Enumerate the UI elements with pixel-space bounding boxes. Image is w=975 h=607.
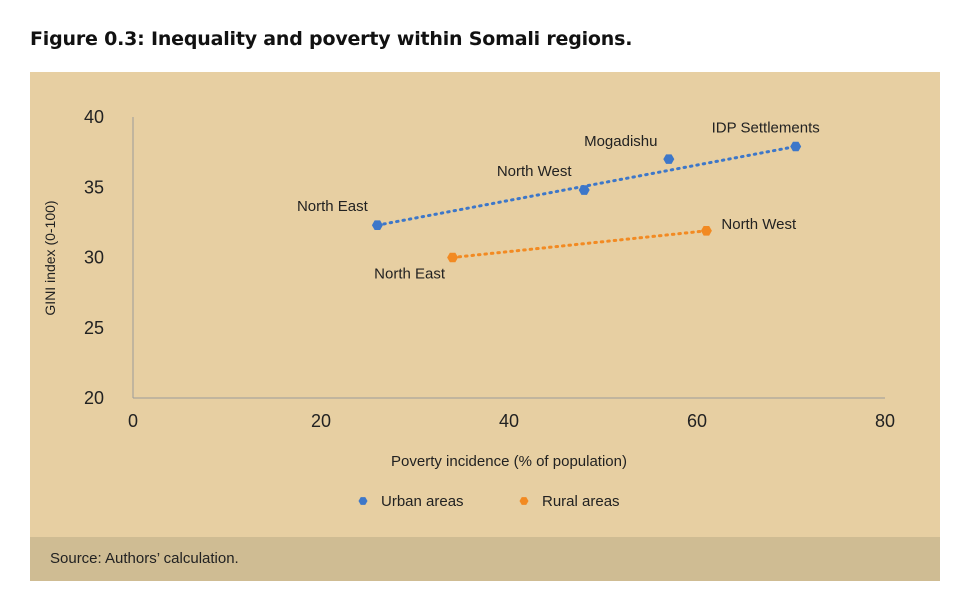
- legend-label: Rural areas: [542, 493, 620, 510]
- x-tick-label: 60: [687, 411, 707, 431]
- legend-marker: [358, 497, 368, 505]
- source-text: Source: Authors’ calculation.: [50, 550, 239, 567]
- legend-marker: [519, 497, 529, 505]
- trendline: [451, 229, 708, 259]
- y-tick-label: 20: [84, 388, 104, 408]
- x-tick-label: 0: [128, 411, 138, 431]
- data-point: [371, 220, 383, 230]
- y-tick-label: 25: [84, 318, 104, 338]
- y-tick-label: 35: [84, 177, 104, 197]
- source-bar: Source: Authors’ calculation.: [30, 537, 940, 581]
- y-tick-label: 40: [84, 107, 104, 127]
- data-point: [790, 141, 802, 152]
- x-tick-label: 80: [875, 411, 895, 431]
- axes: [132, 117, 885, 399]
- data-point: [578, 185, 590, 195]
- point-label: Mogadishu: [584, 133, 657, 150]
- data-points: [371, 141, 802, 263]
- x-tick-label: 20: [311, 411, 331, 431]
- y-tick-label: 30: [84, 248, 104, 268]
- point-label: North East: [374, 266, 446, 283]
- chart-panel: [30, 72, 940, 537]
- x-tick-labels: 0 20 40 60 80: [128, 411, 895, 431]
- x-axis-label: Poverty incidence (% of population): [391, 453, 627, 470]
- legend: Urban areas Rural areas: [358, 493, 620, 510]
- trendline: [375, 145, 798, 227]
- point-label: IDP Settlements: [712, 120, 820, 137]
- y-tick-labels: 20 25 30 35 40: [84, 107, 104, 408]
- point-label: North East: [297, 198, 369, 215]
- point-label: North West: [497, 163, 573, 180]
- trendlines: [375, 145, 798, 259]
- figure-title: Figure 0.3: Inequality and poverty withi…: [30, 28, 633, 50]
- x-tick-label: 40: [499, 411, 519, 431]
- data-point: [700, 226, 712, 236]
- data-point: [447, 252, 459, 263]
- y-axis-label: GINI index (0-100): [42, 200, 58, 315]
- point-labels: North East North West Mogadishu IDP Settlem…: [297, 120, 820, 283]
- legend-label: Urban areas: [381, 493, 464, 510]
- point-label: North West: [721, 216, 797, 233]
- data-point: [663, 154, 675, 164]
